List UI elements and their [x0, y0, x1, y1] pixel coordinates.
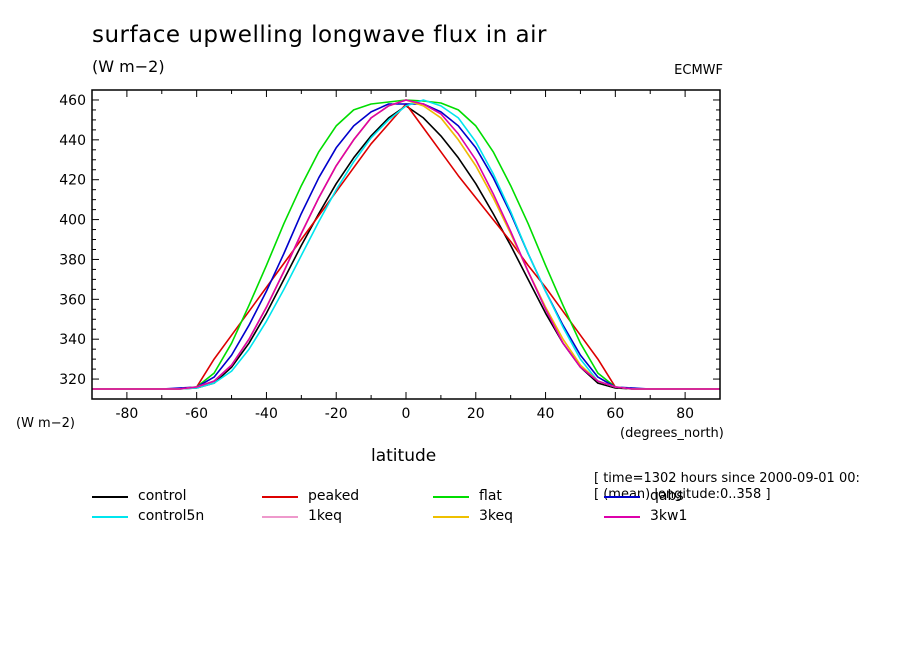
y-tick-label: 320 — [59, 372, 86, 388]
y-tick-label: 360 — [59, 292, 86, 308]
x-tick-label: -80 — [115, 406, 138, 422]
x-tick-label: -40 — [255, 406, 278, 422]
y-tick-label: 340 — [59, 332, 86, 348]
legend-swatch — [433, 516, 469, 518]
legend-swatch — [604, 496, 640, 498]
y-axis-label: (W m−2) — [16, 416, 75, 431]
series-line-peaked — [92, 103, 720, 390]
tick-labels: -80 -60 -40 -20 0 20 40 60 80 320 340 360 380 400 420 4… — [59, 93, 694, 422]
y-tick-label: 400 — [59, 213, 86, 229]
axis-ticks — [91, 89, 721, 400]
legend-swatch — [604, 516, 640, 518]
y-tick-label: 460 — [59, 93, 86, 109]
legend-label: 3keq — [479, 508, 514, 524]
chart-units: (W m−2) — [92, 57, 165, 76]
series-line-3keq — [92, 99, 720, 390]
series-lines — [92, 99, 720, 390]
y-tick-label: 380 — [59, 252, 86, 268]
series-line-control — [92, 105, 720, 390]
mean-info: [ (mean) longitude:0..358 ] — [594, 487, 771, 502]
legend-label: flat — [479, 488, 502, 504]
x-axis-units: (degrees_north) — [620, 426, 724, 441]
legend-label: peaked — [308, 488, 360, 504]
series-line-flat — [92, 99, 720, 390]
legend-label: control5n — [138, 508, 205, 524]
x-tick-label: 40 — [537, 406, 555, 422]
legend-label: 1keq — [308, 508, 343, 524]
legend-swatch — [262, 496, 298, 498]
series-line-3kw1 — [92, 99, 720, 390]
legend-swatch — [92, 496, 128, 498]
x-tick-label: 80 — [676, 406, 694, 422]
plot-frame — [91, 89, 721, 400]
legend-swatch — [92, 516, 128, 518]
x-tick-label: 20 — [467, 406, 485, 422]
series-line-qabs — [92, 103, 720, 390]
series-line-control5n — [92, 99, 720, 390]
chart-title: surface upwelling longwave flux in air — [92, 22, 547, 48]
time-info: [ time=1302 hours since 2000-09-01 00: — [594, 471, 860, 486]
series-line-1keq — [92, 99, 720, 390]
data-source: ECMWF — [674, 63, 723, 78]
legend-swatch — [262, 516, 298, 518]
x-tick-label: 60 — [606, 406, 624, 422]
y-tick-label: 420 — [59, 173, 86, 189]
x-axis-label: latitude — [371, 446, 437, 466]
x-tick-label: 0 — [402, 406, 411, 422]
x-tick-label: -60 — [185, 406, 208, 422]
legend-label: control — [138, 488, 187, 504]
y-tick-label: 440 — [59, 133, 86, 149]
x-tick-label: -20 — [325, 406, 348, 422]
legend-swatch — [433, 496, 469, 498]
legend-label: qabs — [650, 488, 684, 504]
legend-label: 3kw1 — [650, 508, 688, 524]
